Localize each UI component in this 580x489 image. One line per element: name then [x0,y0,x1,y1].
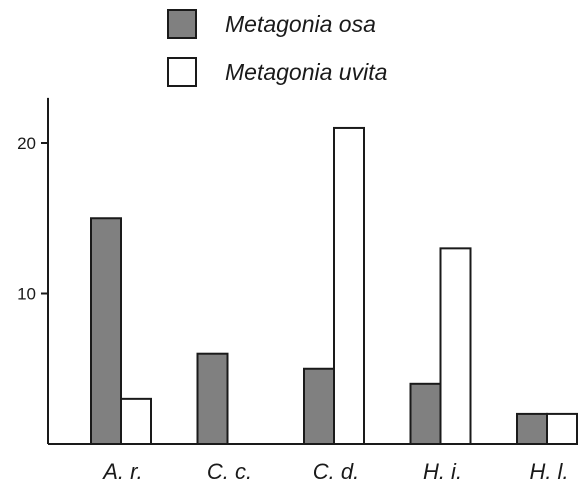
category-label-4: H. l. [529,459,568,484]
bar-uvita-4 [546,412,578,445]
legend-swatch-osa [167,9,197,39]
legend-entry-osa: Metagonia osa [167,8,376,40]
legend-swatch-uvita [167,57,197,87]
legend-label-uvita: Metagonia uvita [225,58,388,85]
bar-osa-2 [303,367,335,445]
bar-osa-1 [196,352,229,446]
bar-osa-4 [516,412,548,445]
y-ticks-layer: 10 20 [17,134,48,304]
category-label-3: H. i. [423,459,462,484]
category-labels-layer: A. r. C. c. C. d. H. i. H. l. [101,459,568,484]
legend-label-osa: Metagonia osa [225,10,376,37]
category-label-0: A. r. [101,459,143,484]
legend-entry-uvita: Metagonia uvita [167,56,387,88]
bar-uvita-0 [120,397,152,446]
category-label-1: C. c. [207,459,252,484]
bar-osa-0 [90,217,122,445]
bar-uvita-2 [333,126,365,445]
bars-layer [90,126,578,446]
category-label-2: C. d. [313,459,359,484]
bar-uvita-3 [439,247,472,445]
y-tick-label-1: 20 [17,134,36,153]
bar-osa-3 [409,382,442,445]
y-tick-label-0: 10 [17,285,36,304]
